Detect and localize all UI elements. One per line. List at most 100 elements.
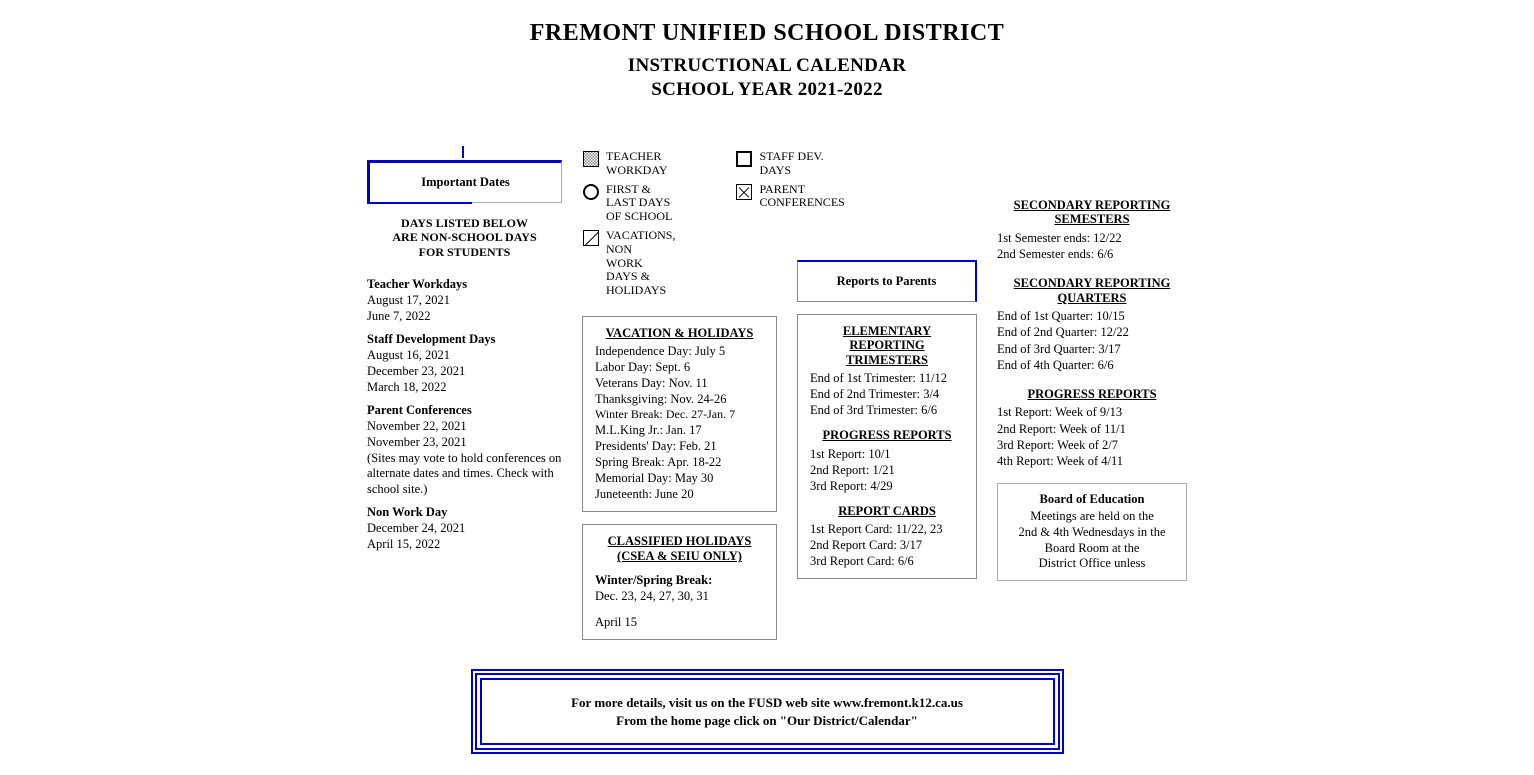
page-root: FREMONT UNIFIED SCHOOL DISTRICT INSTRUCT… — [0, 20, 1534, 745]
footer-line: From the home page click on "Our Distric… — [502, 712, 1033, 730]
quarters-block: SECONDARY REPORTING QUARTERS End of 1st … — [997, 276, 1187, 373]
holiday-line: Presidents' Day: Feb. 21 — [595, 438, 764, 454]
board-of-education-box: Board of Education Meetings are held on … — [997, 483, 1187, 581]
semesters-block: SECONDARY REPORTING SEMESTERS 1st Semest… — [997, 198, 1187, 262]
accent-tick — [462, 146, 464, 158]
boe-line: Meetings are held on the — [1008, 509, 1176, 525]
col-legend-holidays: TEACHER WORKDAY FIRST & LAST DAYS OF SCH… — [582, 146, 777, 652]
nonwork-date: April 15, 2022 — [367, 537, 562, 553]
classified-box: CLASSIFIED HOLIDAYS (CSEA & SEIU ONLY) W… — [582, 524, 777, 640]
vacation-title: VACATION & HOLIDAYS — [595, 326, 764, 341]
trimester-line: End of 3rd Trimester: 6/6 — [810, 402, 964, 418]
winter-spring-title: Winter/Spring Break: — [595, 572, 764, 588]
holiday-line: Spring Break: Apr. 18-22 — [595, 454, 764, 470]
quarter-line: End of 3rd Quarter: 3/17 — [997, 341, 1187, 357]
quarter-line: End of 1st Quarter: 10/15 — [997, 308, 1187, 324]
parent-conf-title: Parent Conferences — [367, 403, 562, 418]
x-square-icon — [735, 183, 753, 201]
trimester-line: End of 1st Trimester: 11/12 — [810, 370, 964, 386]
note-line: DAYS LISTED BELOW — [367, 216, 562, 230]
elem-title: ELEMENTARY REPORTING TRIMESTERS — [810, 324, 964, 367]
legend-item: VACATIONS, NON WORK DAYS & HOLIDAYS — [582, 229, 675, 298]
staff-dev-date: December 23, 2021 — [367, 364, 562, 380]
note-line: ARE NON-SCHOOL DAYS — [367, 230, 562, 244]
parent-conf-note: (Sites may vote to hold conferences on a… — [367, 451, 562, 498]
parent-conf-date: November 22, 2021 — [367, 419, 562, 435]
legend: TEACHER WORKDAY FIRST & LAST DAYS OF SCH… — [582, 146, 777, 298]
sec-progress-line: 4th Report: Week of 4/11 — [997, 453, 1187, 469]
holiday-line: Veterans Day: Nov. 11 — [595, 375, 764, 391]
boe-title: Board of Education — [1008, 492, 1176, 507]
semester-line: 2nd Semester ends: 6/6 — [997, 246, 1187, 262]
sec-progress-line: 2nd Report: Week of 11/1 — [997, 421, 1187, 437]
columns: Important Dates DAYS LISTED BELOW ARE NO… — [0, 146, 1534, 652]
holiday-line: Memorial Day: May 30 — [595, 470, 764, 486]
holiday-line: Juneteenth: June 20 — [595, 486, 764, 502]
winter-spring-dates: Dec. 23, 24, 27, 30, 31 — [595, 588, 764, 604]
semesters-title: SECONDARY REPORTING SEMESTERS — [997, 198, 1187, 227]
teacher-workday-date: June 7, 2022 — [367, 309, 562, 325]
report-card-line: 3rd Report Card: 6/6 — [810, 553, 964, 569]
semester-line: 1st Semester ends: 12/22 — [997, 230, 1187, 246]
nonwork-title: Non Work Day — [367, 505, 562, 520]
progress-line: 3rd Report: 4/29 — [810, 478, 964, 494]
quarters-title: SECONDARY REPORTING QUARTERS — [997, 276, 1187, 305]
boe-line: 2nd & 4th Wednesdays in the — [1008, 525, 1176, 541]
holiday-line: Independence Day: July 5 — [595, 343, 764, 359]
boe-line: District Office unless — [1008, 556, 1176, 572]
school-year: SCHOOL YEAR 2021-2022 — [0, 79, 1534, 101]
col-reports-parents: Reports to Parents ELEMENTARY REPORTING … — [797, 146, 977, 591]
holiday-line: Thanksgiving: Nov. 24-26 — [595, 391, 764, 407]
progress-line: 1st Report: 10/1 — [810, 446, 964, 462]
trimester-line: End of 2nd Trimester: 3/4 — [810, 386, 964, 402]
legend-left: TEACHER WORKDAY FIRST & LAST DAYS OF SCH… — [582, 150, 675, 298]
legend-item: FIRST & LAST DAYS OF SCHOOL — [582, 183, 675, 224]
doc-title: INSTRUCTIONAL CALENDAR — [0, 55, 1534, 77]
reports-to-parents-box: Reports to Parents — [797, 260, 977, 302]
sec-progress-block: PROGRESS REPORTS 1st Report: Week of 9/1… — [997, 387, 1187, 469]
quarter-line: End of 4th Quarter: 6/6 — [997, 357, 1187, 373]
header: FREMONT UNIFIED SCHOOL DISTRICT INSTRUCT… — [0, 20, 1534, 101]
boe-line: Board Room at the — [1008, 541, 1176, 557]
legend-item: TEACHER WORKDAY — [582, 150, 675, 178]
sec-progress-line: 1st Report: Week of 9/13 — [997, 404, 1187, 420]
report-cards-title: REPORT CARDS — [810, 504, 964, 518]
report-card-line: 1st Report Card: 11/22, 23 — [810, 521, 964, 537]
progress-line: 2nd Report: 1/21 — [810, 462, 964, 478]
legend-label: VACATIONS, NON WORK DAYS & HOLIDAYS — [606, 229, 675, 298]
classified-title: CLASSIFIED HOLIDAYS — [595, 534, 764, 549]
sec-progress-title: PROGRESS REPORTS — [997, 387, 1187, 401]
quarter-line: End of 2nd Quarter: 12/22 — [997, 324, 1187, 340]
staff-dev-date: August 16, 2021 — [367, 348, 562, 364]
classified-subtitle: (CSEA & SEIU ONLY) — [595, 549, 764, 564]
slash-square-icon — [582, 229, 600, 247]
holiday-line: Labor Day: Sept. 6 — [595, 359, 764, 375]
classified-april: April 15 — [595, 614, 764, 630]
non-school-note: DAYS LISTED BELOW ARE NON-SCHOOL DAYS FO… — [367, 216, 562, 259]
footer-line: For more details, visit us on the FUSD w… — [502, 694, 1033, 712]
staff-dev-date: March 18, 2022 — [367, 380, 562, 396]
parent-conf-date: November 23, 2021 — [367, 435, 562, 451]
elem-progress-title: PROGRESS REPORTS — [810, 428, 964, 442]
accent-underline — [367, 202, 472, 204]
report-card-line: 2nd Report Card: 3/17 — [810, 537, 964, 553]
dotted-square-icon — [582, 150, 600, 168]
nonwork-date: December 24, 2021 — [367, 521, 562, 537]
col-important-dates: Important Dates DAYS LISTED BELOW ARE NO… — [367, 146, 562, 553]
circle-icon — [582, 183, 600, 201]
teacher-workdays-title: Teacher Workdays — [367, 277, 562, 292]
note-line: FOR STUDENTS — [367, 245, 562, 259]
teacher-workday-date: August 17, 2021 — [367, 293, 562, 309]
footer-box: For more details, visit us on the FUSD w… — [480, 678, 1055, 745]
legend-label: TEACHER WORKDAY — [606, 150, 675, 178]
sec-progress-line: 3rd Report: Week of 2/7 — [997, 437, 1187, 453]
holiday-line: Winter Break: Dec. 27-Jan. 7 — [595, 407, 764, 422]
vacation-box: VACATION & HOLIDAYS Independence Day: Ju… — [582, 316, 777, 512]
important-dates-box: Important Dates — [367, 160, 562, 203]
holiday-line: M.L.King Jr.: Jan. 17 — [595, 422, 764, 438]
district-name: FREMONT UNIFIED SCHOOL DISTRICT — [0, 20, 1534, 47]
legend-label: FIRST & LAST DAYS OF SCHOOL — [606, 183, 675, 224]
staff-dev-title: Staff Development Days — [367, 332, 562, 347]
col-secondary: SECONDARY REPORTING SEMESTERS 1st Semest… — [997, 146, 1187, 581]
empty-square-icon — [735, 150, 753, 168]
